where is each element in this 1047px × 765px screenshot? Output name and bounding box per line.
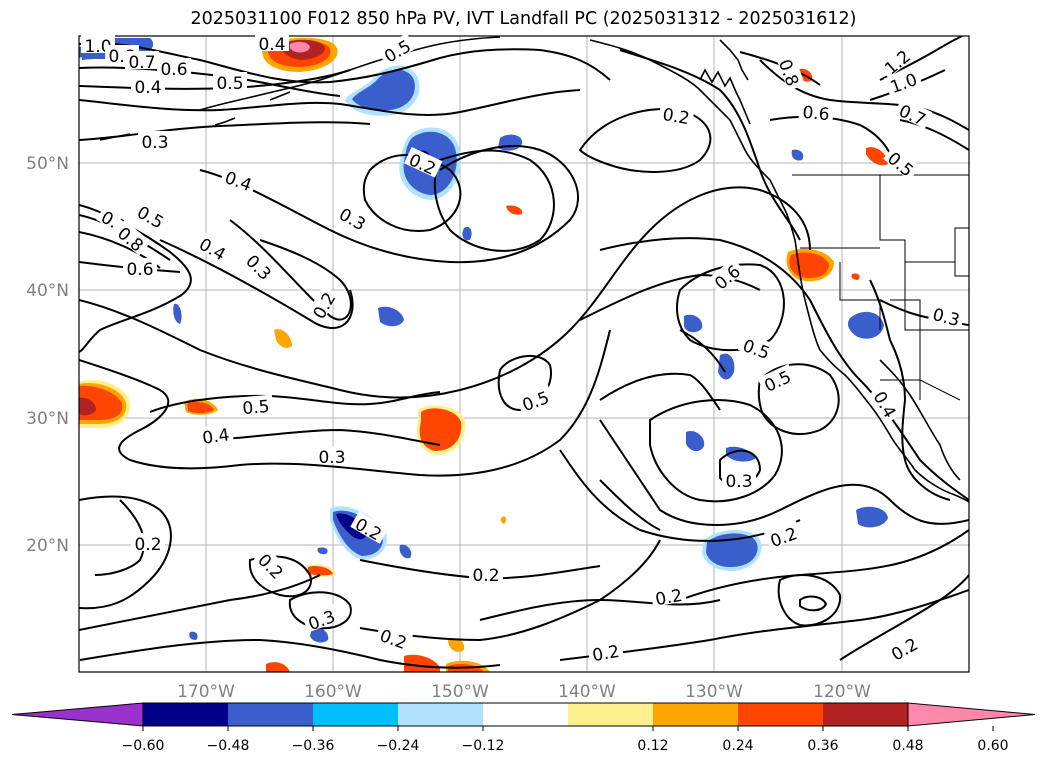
contour-label: 0.4: [131, 76, 165, 98]
colorbar-tick-label: 0.60: [977, 738, 1008, 754]
contour-label: 0.4: [197, 422, 234, 449]
colorbar-tick-label: −0.60: [122, 738, 165, 754]
colorbar-tick-label: 0.48: [892, 738, 923, 754]
svg-text:0.7: 0.7: [128, 53, 155, 73]
map-area: [79, 36, 969, 672]
colorbar-swatch: [313, 703, 398, 726]
svg-text:0.2: 0.2: [654, 586, 684, 610]
colorbar-extend-max: [907, 702, 1036, 727]
contour-label: 0.7: [125, 51, 159, 73]
colorbar-tick-label: 0.36: [807, 738, 838, 754]
contour-label: 0.2: [469, 564, 503, 586]
longitude-labels: 170°W 160°W 150°W 140°W 130°W 120°W: [177, 682, 871, 702]
lon-label: 120°W: [813, 682, 871, 702]
colorbar-frame: [142, 702, 909, 727]
contour-label: 0.5: [213, 72, 247, 94]
colorbar: −0.60 −0.48 −0.36 −0.24 −0.12 0.12 0.24 0.36 0.4…: [11, 702, 1036, 754]
svg-text:0.2: 0.2: [472, 566, 499, 586]
contour-label: 0.4: [255, 33, 289, 55]
svg-text:0.5: 0.5: [242, 397, 271, 419]
contour-label-group: 1.0 0.8 0.7 0.6 0.4 0.5 0.3 0.4 0.4 0.2 …: [81, 33, 966, 666]
svg-text:0.3: 0.3: [141, 133, 168, 153]
colorbar-tick-label: 0.12: [637, 738, 668, 754]
svg-text:0.2: 0.2: [134, 535, 161, 555]
lat-label: 30°N: [26, 409, 69, 429]
colorbar-swatch: [568, 703, 653, 726]
svg-text:0.6: 0.6: [802, 103, 831, 125]
plot-title: 2025031100 F012 850 hPa PV, IVT Landfall…: [190, 9, 857, 29]
map-frame: [78, 35, 970, 673]
svg-text:0.5: 0.5: [216, 74, 243, 94]
contour-label: 0.6: [123, 258, 157, 280]
colorbar-swatch: [653, 703, 738, 726]
contour-label: 0.2: [131, 533, 165, 555]
colorbar-tick-label: −0.24: [377, 738, 420, 754]
lon-label: 170°W: [177, 682, 235, 702]
contour-label: 0.3: [241, 247, 279, 285]
svg-text:0.4: 0.4: [134, 78, 161, 98]
contour-lines: [79, 36, 969, 669]
svg-text:0.6: 0.6: [160, 60, 187, 80]
colorbar-swatch: [738, 703, 823, 726]
colorbar-extend-min: [11, 702, 144, 727]
colorbar-swatch: [483, 703, 568, 726]
contour-label: 0.6: [798, 100, 834, 125]
contour-label: 0.3: [722, 470, 756, 492]
svg-text:0.2: 0.2: [591, 642, 621, 666]
contour-label: 0.3: [315, 446, 349, 468]
contour-label: 0.6: [157, 58, 191, 80]
svg-text:0.4: 0.4: [201, 425, 231, 449]
colorbar-tick-label: −0.12: [462, 738, 505, 754]
svg-text:1.0: 1.0: [84, 37, 111, 57]
colorbar-swatch: [823, 703, 908, 726]
contour-label: 0.2: [650, 583, 687, 610]
svg-text:0.2: 0.2: [661, 105, 691, 129]
contour-label: 0.4: [869, 384, 903, 423]
colorbar-tick-label: 0.24: [722, 738, 753, 754]
svg-text:0.3: 0.3: [318, 448, 345, 468]
svg-text:0.4: 0.4: [258, 35, 285, 55]
latitude-labels: 50°N 40°N 30°N 20°N: [26, 154, 69, 556]
lon-label: 130°W: [685, 682, 743, 702]
colorbar-swatch: [228, 703, 313, 726]
lat-label: 40°N: [26, 281, 69, 301]
colorbar-tick-label: −0.36: [292, 738, 335, 754]
political-borders: [792, 174, 969, 401]
lon-label: 160°W: [304, 682, 362, 702]
contour-label: 0.3: [334, 201, 373, 235]
contour-label: 0.2: [658, 102, 695, 129]
contour-label: 0.3: [138, 131, 172, 153]
contour-label: 0.5: [238, 394, 274, 419]
coastlines: [99, 36, 969, 503]
contour-label: 0.2: [587, 639, 624, 666]
colorbar-swatch: [398, 703, 483, 726]
svg-text:0.3: 0.3: [725, 472, 752, 492]
svg-text:0.6: 0.6: [126, 260, 153, 280]
lon-label: 140°W: [558, 682, 616, 702]
colorbar-swatch: [143, 703, 228, 726]
lat-label: 50°N: [26, 154, 69, 174]
colorbar-tick-label: −0.48: [207, 738, 250, 754]
lat-label: 20°N: [26, 536, 69, 556]
lon-label: 150°W: [431, 682, 489, 702]
